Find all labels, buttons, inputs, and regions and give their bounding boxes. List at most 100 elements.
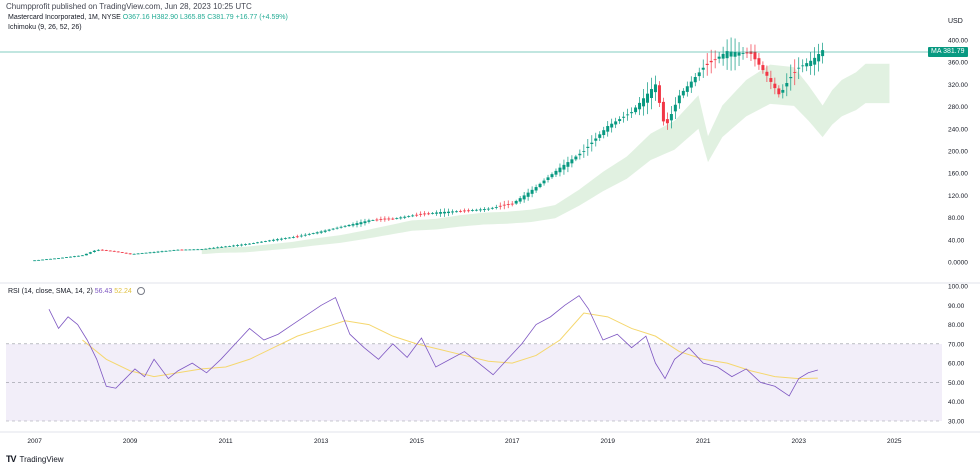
candle-body: [287, 237, 291, 239]
candle-body: [427, 213, 431, 215]
price-tick-label: 120.00: [948, 193, 968, 200]
published-note: Chumpprofit published on TradingView.com…: [6, 2, 252, 11]
candle-body: [45, 259, 49, 261]
candle-body: [291, 237, 295, 238]
time-tick-label: 2009: [123, 438, 138, 445]
rsi-guides: [6, 343, 942, 422]
time-tick-label: 2021: [696, 438, 711, 445]
visibility-icon[interactable]: [136, 287, 145, 295]
price-badge-label: MA: [931, 48, 942, 55]
candle-body: [271, 239, 275, 241]
candle-body: [809, 60, 813, 67]
rsi-ma-line: [82, 312, 818, 380]
candle-body: [721, 53, 725, 59]
candle-body: [160, 251, 164, 253]
candle-body: [773, 83, 777, 89]
candle-body: [582, 151, 586, 152]
candle-body: [530, 189, 534, 194]
candle-body: [208, 248, 212, 250]
candle-body: [156, 251, 160, 253]
candle-body: [339, 226, 343, 228]
candle-body: [96, 249, 100, 251]
candle-body: [554, 170, 558, 175]
price-badge: MA 381.79: [928, 47, 968, 57]
candle-body: [733, 52, 737, 57]
candle-body: [283, 238, 287, 239]
tradingview-logo-icon: TV: [6, 454, 16, 464]
candle-body: [391, 218, 395, 220]
candle-body: [526, 192, 530, 197]
candle-body: [37, 259, 41, 261]
candle-body: [602, 130, 606, 136]
candle-body: [236, 245, 240, 246]
footer[interactable]: TV TradingView: [6, 454, 64, 464]
candle-body: [57, 258, 61, 259]
candle-body: [359, 222, 363, 225]
candle-body: [240, 244, 244, 246]
rsi-legend-label: RSI (14, close, SMA, 14, 2): [8, 287, 93, 295]
rsi-tick-label: 80.00: [948, 322, 965, 329]
candle-body: [793, 72, 797, 73]
candle-body: [462, 210, 466, 212]
candle-body: [514, 200, 518, 204]
candle-body: [132, 253, 136, 255]
candle-body: [458, 210, 462, 212]
candle-body: [216, 247, 220, 249]
candle-body: [53, 258, 57, 260]
rsi-tick-label: 90.00: [948, 303, 965, 310]
candle-body: [769, 78, 773, 82]
candle-body: [757, 58, 761, 65]
candle-body: [765, 71, 769, 76]
rsi-tick-label: 50.00: [948, 380, 965, 387]
candle-body: [685, 86, 689, 92]
cloud-fill: [201, 63, 890, 255]
candle-body: [701, 67, 705, 70]
candle-body: [299, 235, 303, 237]
time-tick-label: 2025: [887, 438, 902, 445]
candle-body: [490, 207, 494, 209]
candle-body: [470, 210, 474, 211]
candle-body: [152, 252, 156, 253]
candle-body: [546, 177, 550, 180]
candle-body: [447, 211, 451, 214]
candle-body: [741, 52, 745, 54]
candle-body: [315, 232, 319, 234]
candle-body: [355, 223, 359, 225]
candle-body: [797, 67, 801, 69]
candle-body: [76, 255, 80, 257]
candle-body: [176, 249, 180, 251]
candle-body: [622, 116, 626, 118]
candle-body: [478, 209, 482, 211]
rsi-axis: 100.00 90.00 80.00 70.00 60.00 50.00 40.00 30.0…: [948, 284, 968, 426]
candle-body: [196, 249, 200, 251]
candle-body: [367, 220, 371, 222]
time-tick-label: 2019: [600, 438, 615, 445]
currency-label: USD: [948, 18, 963, 25]
candle-body: [729, 51, 733, 57]
price-tick-label: 40.00: [948, 237, 965, 244]
candle-body: [777, 88, 781, 95]
rsi-legend[interactable]: RSI (14, close, SMA, 14, 2) 56.43 52.24: [8, 287, 145, 295]
candle-body: [709, 60, 713, 63]
candle-body: [454, 211, 458, 213]
time-tick-label: 2017: [505, 438, 520, 445]
price-tick-label: 400.00: [948, 38, 968, 45]
candle-body: [713, 59, 717, 61]
candle-body: [311, 233, 315, 234]
price-tick-label: 80.00: [948, 215, 965, 222]
candle-body: [307, 233, 311, 235]
candle-body: [550, 174, 554, 178]
time-tick-label: 2023: [792, 438, 807, 445]
candle-body: [124, 252, 128, 254]
candle-body: [399, 217, 403, 219]
candle-body: [263, 241, 267, 242]
time-tick-label: 2007: [27, 438, 42, 445]
candle-body: [64, 257, 68, 258]
candle-body: [693, 77, 697, 83]
candle-body: [586, 146, 590, 148]
candle-body: [618, 119, 622, 122]
time-axis: 2007 2009 2011 2013 2015 2017 2019 2021 2023 2025: [27, 438, 901, 445]
candle-body: [606, 126, 610, 132]
indicator-legend[interactable]: Ichimoku (9, 26, 52, 26): [8, 24, 82, 31]
